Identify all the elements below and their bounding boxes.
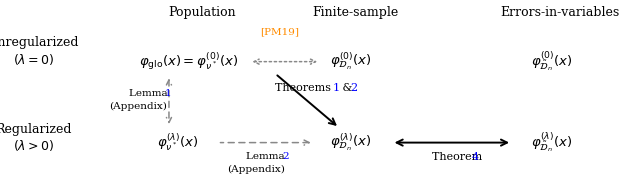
Text: Unregularized
$(\lambda = 0)$: Unregularized $(\lambda = 0)$: [0, 36, 79, 67]
Text: 4: 4: [472, 152, 479, 162]
Text: &: &: [339, 83, 356, 93]
Text: $\varphi_{\tilde{\mathcal{D}}_n}^{(0)}(x)$: $\varphi_{\tilde{\mathcal{D}}_n}^{(0)}(x…: [531, 50, 573, 73]
Text: $\varphi_{\nu^*}^{(\lambda)}(x)$: $\varphi_{\nu^*}^{(\lambda)}(x)$: [157, 132, 198, 153]
Text: $\varphi_{\mathcal{D}_n}^{(\lambda)}(x)$: $\varphi_{\mathcal{D}_n}^{(\lambda)}(x)$: [330, 132, 371, 153]
Text: $\varphi_{\tilde{\mathcal{D}}_n}^{(\lambda)}(x)$: $\varphi_{\tilde{\mathcal{D}}_n}^{(\lamb…: [531, 131, 572, 154]
Text: Theorems: Theorems: [275, 83, 335, 93]
Text: 2: 2: [282, 152, 289, 161]
Text: Lemma: Lemma: [246, 152, 288, 161]
Text: (Appendix): (Appendix): [227, 165, 285, 174]
Text: (Appendix): (Appendix): [109, 102, 166, 111]
Text: Theorem: Theorem: [432, 152, 486, 162]
Text: 2: 2: [351, 83, 358, 93]
Text: Finite-sample: Finite-sample: [312, 6, 398, 19]
Text: Lemma: Lemma: [129, 89, 171, 98]
Text: $\varphi_{\mathcal{D}_n}^{(0)}(x)$: $\varphi_{\mathcal{D}_n}^{(0)}(x)$: [330, 51, 372, 72]
Text: 1: 1: [165, 89, 172, 98]
Text: $\varphi_{\mathrm{glo}}(x) = \varphi_{\nu^*}^{(0)}(x)$: $\varphi_{\mathrm{glo}}(x) = \varphi_{\n…: [139, 51, 239, 72]
Text: [PM19]: [PM19]: [260, 27, 299, 36]
Text: 1: 1: [333, 83, 340, 93]
Text: Errors-in-variables: Errors-in-variables: [500, 6, 620, 19]
Text: Population: Population: [168, 6, 236, 19]
Text: Regularized
$(\lambda > 0)$: Regularized $(\lambda > 0)$: [0, 123, 72, 153]
